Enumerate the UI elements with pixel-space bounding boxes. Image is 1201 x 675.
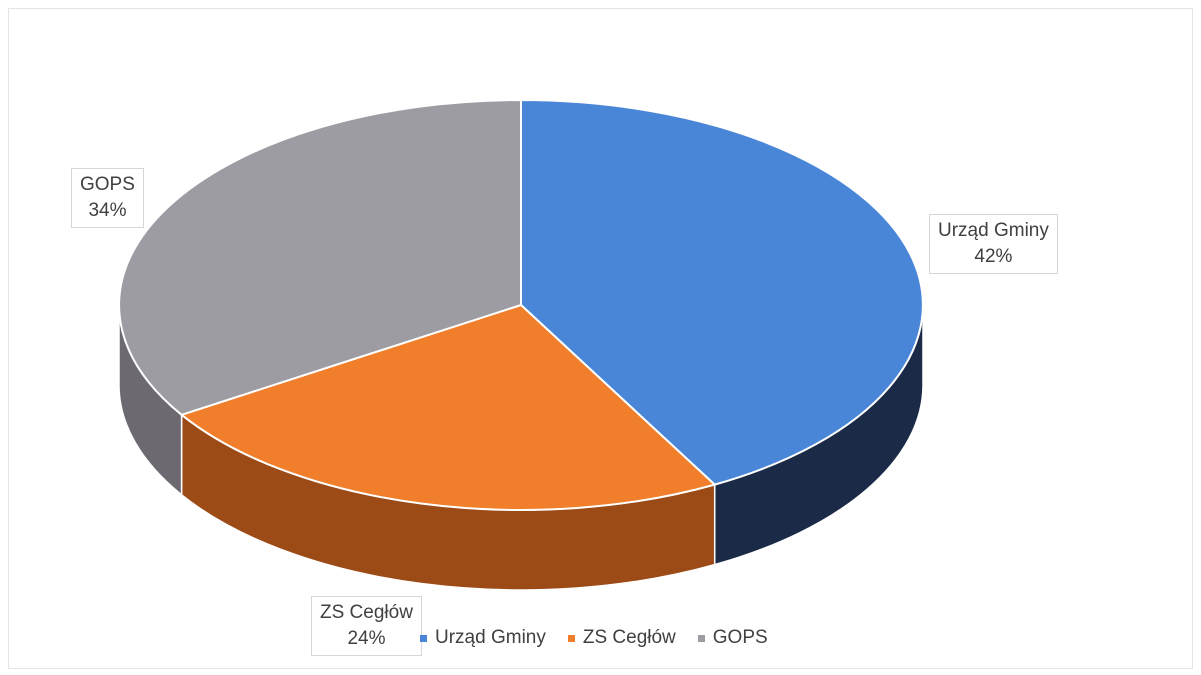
data-label-urzad-gminy: Urząd Gminy 42% <box>929 214 1058 274</box>
legend-item-zs-ceglow: ZS Cegłów <box>567 627 676 649</box>
slice-gops <box>118 99 522 416</box>
legend-swatch <box>567 634 575 642</box>
legend-label: ZS Cegłów <box>582 627 676 648</box>
data-label-gops: GOPS 34% <box>71 168 144 228</box>
chart-legend: Urząd Gminy ZS Cegłów GOPS <box>420 627 768 649</box>
legend-item-urzad-gminy: Urząd Gminy <box>420 627 546 649</box>
legend-label: Urząd Gminy <box>435 627 546 648</box>
data-label-name: Urząd Gminy <box>938 220 1049 241</box>
data-label-name: ZS Cegłów <box>320 602 413 623</box>
pie-top-layer <box>118 99 924 511</box>
slice-zs-ceglow <box>180 304 716 511</box>
slice-urzad-gminy <box>520 99 924 486</box>
legend-item-gops: GOPS <box>697 627 768 649</box>
data-label-name: GOPS <box>80 174 135 195</box>
data-label-zs-ceglow: ZS Cegłów 24% <box>311 596 422 656</box>
legend-label: GOPS <box>712 627 768 648</box>
data-label-value: 24% <box>347 628 386 649</box>
data-label-value: 34% <box>88 200 127 221</box>
legend-swatch <box>420 634 427 642</box>
legend-swatch <box>697 634 705 642</box>
data-label-value: 42% <box>974 246 1013 267</box>
